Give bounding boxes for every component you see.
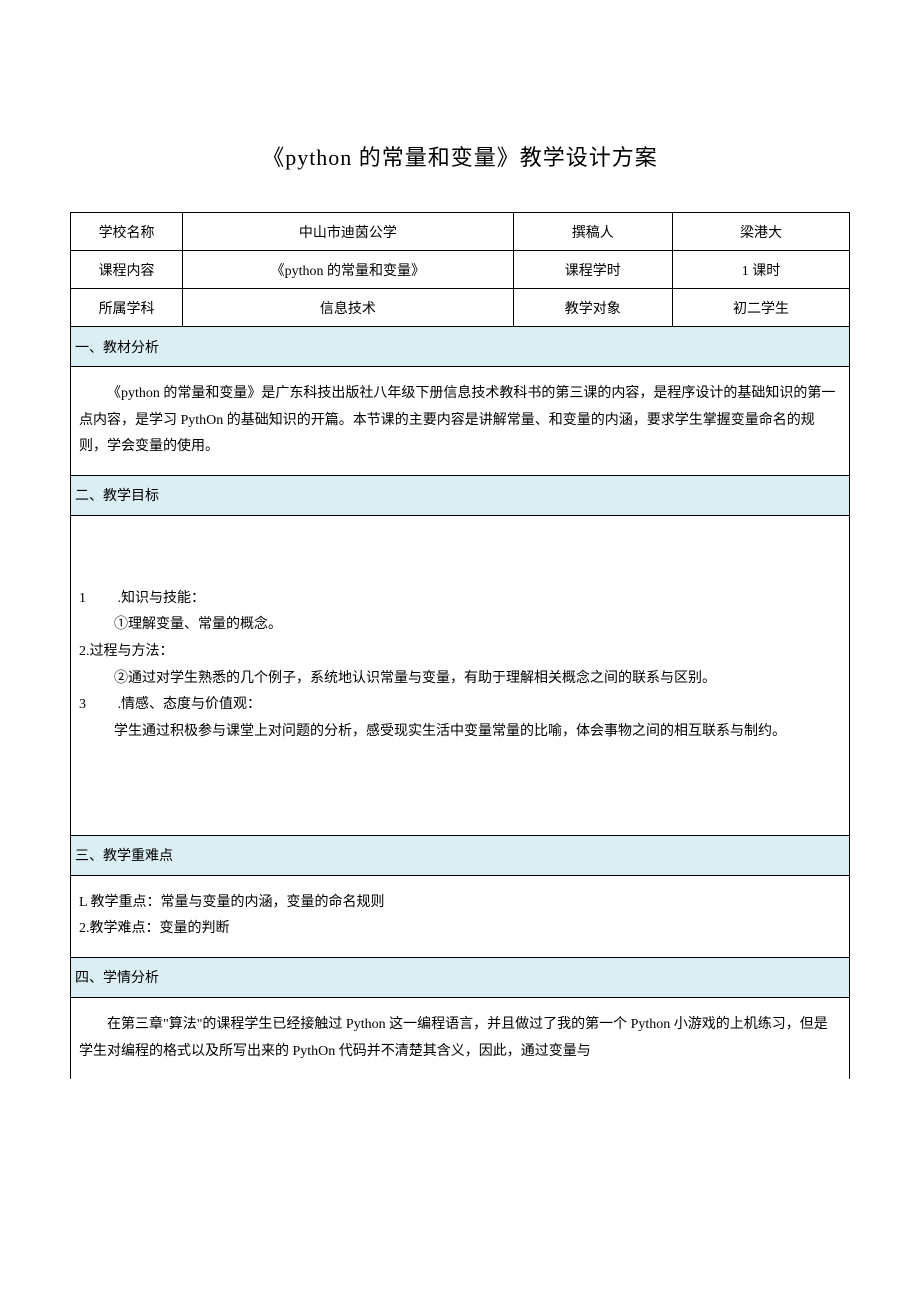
goal-2-item: ②通过对学生熟悉的几个例子，系统地认识常量与变量，有助于理解相关概念之间的联系与… xyxy=(79,666,841,693)
section3-body-cell: L 教学重点：常量与变量的内涵，变量的命名规则 2.教学难点：变量的判断 xyxy=(71,875,850,957)
info-row-subject: 所属学科 信息技术 教学对象 初二学生 xyxy=(71,289,850,327)
info-row-school: 学校名称 中山市迪茵公学 撰稿人 梁港大 xyxy=(71,213,850,251)
goal-3-label-text: .情感、态度与价值观： xyxy=(118,697,262,712)
goal-3-label: 3 .情感、态度与价值观： xyxy=(79,692,841,719)
lesson-plan-table: 学校名称 中山市迪茵公学 撰稿人 梁港大 课程内容 《python 的常量和变量… xyxy=(70,212,850,1079)
goal-1-num: 1 xyxy=(79,586,93,613)
section3-header: 三、教学重难点 xyxy=(71,835,850,875)
info-row-course: 课程内容 《python 的常量和变量》 课程学时 1 课时 xyxy=(71,251,850,289)
section2-body-row: 1 .知识与技能： ①理解变量、常量的概念。 2.过程与方法： ②通过对学生熟悉… xyxy=(71,515,850,835)
section3-body-row: L 教学重点：常量与变量的内涵，变量的命名规则 2.教学难点：变量的判断 xyxy=(71,875,850,957)
target-value: 初二学生 xyxy=(672,289,849,327)
target-label: 教学对象 xyxy=(513,289,672,327)
section1-header: 一、教材分析 xyxy=(71,327,850,367)
section4-body-row: 在第三章"算法"的课程学生已经接触过 Python 这一编程语言，并且做过了我的… xyxy=(71,997,850,1079)
section1-header-row: 一、教材分析 xyxy=(71,327,850,367)
course-label: 课程内容 xyxy=(71,251,183,289)
subject-label: 所属学科 xyxy=(71,289,183,327)
goal-2-label: 2.过程与方法： xyxy=(79,639,841,666)
page-title: 《python 的常量和变量》教学设计方案 xyxy=(70,140,850,172)
hours-value: 1 课时 xyxy=(672,251,849,289)
goal-3-num: 3 xyxy=(79,692,93,719)
keypoint-1: L 教学重点：常量与变量的内涵，变量的命名规则 xyxy=(79,890,841,917)
section3-header-row: 三、教学重难点 xyxy=(71,835,850,875)
course-value: 《python 的常量和变量》 xyxy=(183,251,513,289)
section2-header-row: 二、教学目标 xyxy=(71,475,850,515)
section1-body-row: 《python 的常量和变量》是广东科技出版社八年级下册信息技术教科书的第三课的… xyxy=(71,367,850,476)
section2-body-cell: 1 .知识与技能： ①理解变量、常量的概念。 2.过程与方法： ②通过对学生熟悉… xyxy=(71,515,850,835)
section4-header-row: 四、学情分析 xyxy=(71,957,850,997)
goal-1-item: ①理解变量、常量的概念。 xyxy=(79,612,841,639)
school-label: 学校名称 xyxy=(71,213,183,251)
goal-1-label-text: .知识与技能： xyxy=(118,591,206,606)
goal-3-item: 学生通过积极参与课堂上对问题的分析，感受现实生活中变量常量的比喻，体会事物之间的… xyxy=(79,719,841,746)
keypoint-2: 2.教学难点：变量的判断 xyxy=(79,916,841,943)
school-value: 中山市迪茵公学 xyxy=(183,213,513,251)
section1-body-text: 《python 的常量和变量》是广东科技出版社八年级下册信息技术教科书的第三课的… xyxy=(79,381,841,461)
hours-label: 课程学时 xyxy=(513,251,672,289)
author-label: 撰稿人 xyxy=(513,213,672,251)
section4-body-text: 在第三章"算法"的课程学生已经接触过 Python 这一编程语言，并且做过了我的… xyxy=(79,1012,841,1065)
section2-header: 二、教学目标 xyxy=(71,475,850,515)
section1-body-cell: 《python 的常量和变量》是广东科技出版社八年级下册信息技术教科书的第三课的… xyxy=(71,367,850,476)
section4-header: 四、学情分析 xyxy=(71,957,850,997)
section4-body-cell: 在第三章"算法"的课程学生已经接触过 Python 这一编程语言，并且做过了我的… xyxy=(71,997,850,1079)
goal-1-label: 1 .知识与技能： xyxy=(79,586,841,613)
subject-value: 信息技术 xyxy=(183,289,513,327)
author-value: 梁港大 xyxy=(672,213,849,251)
